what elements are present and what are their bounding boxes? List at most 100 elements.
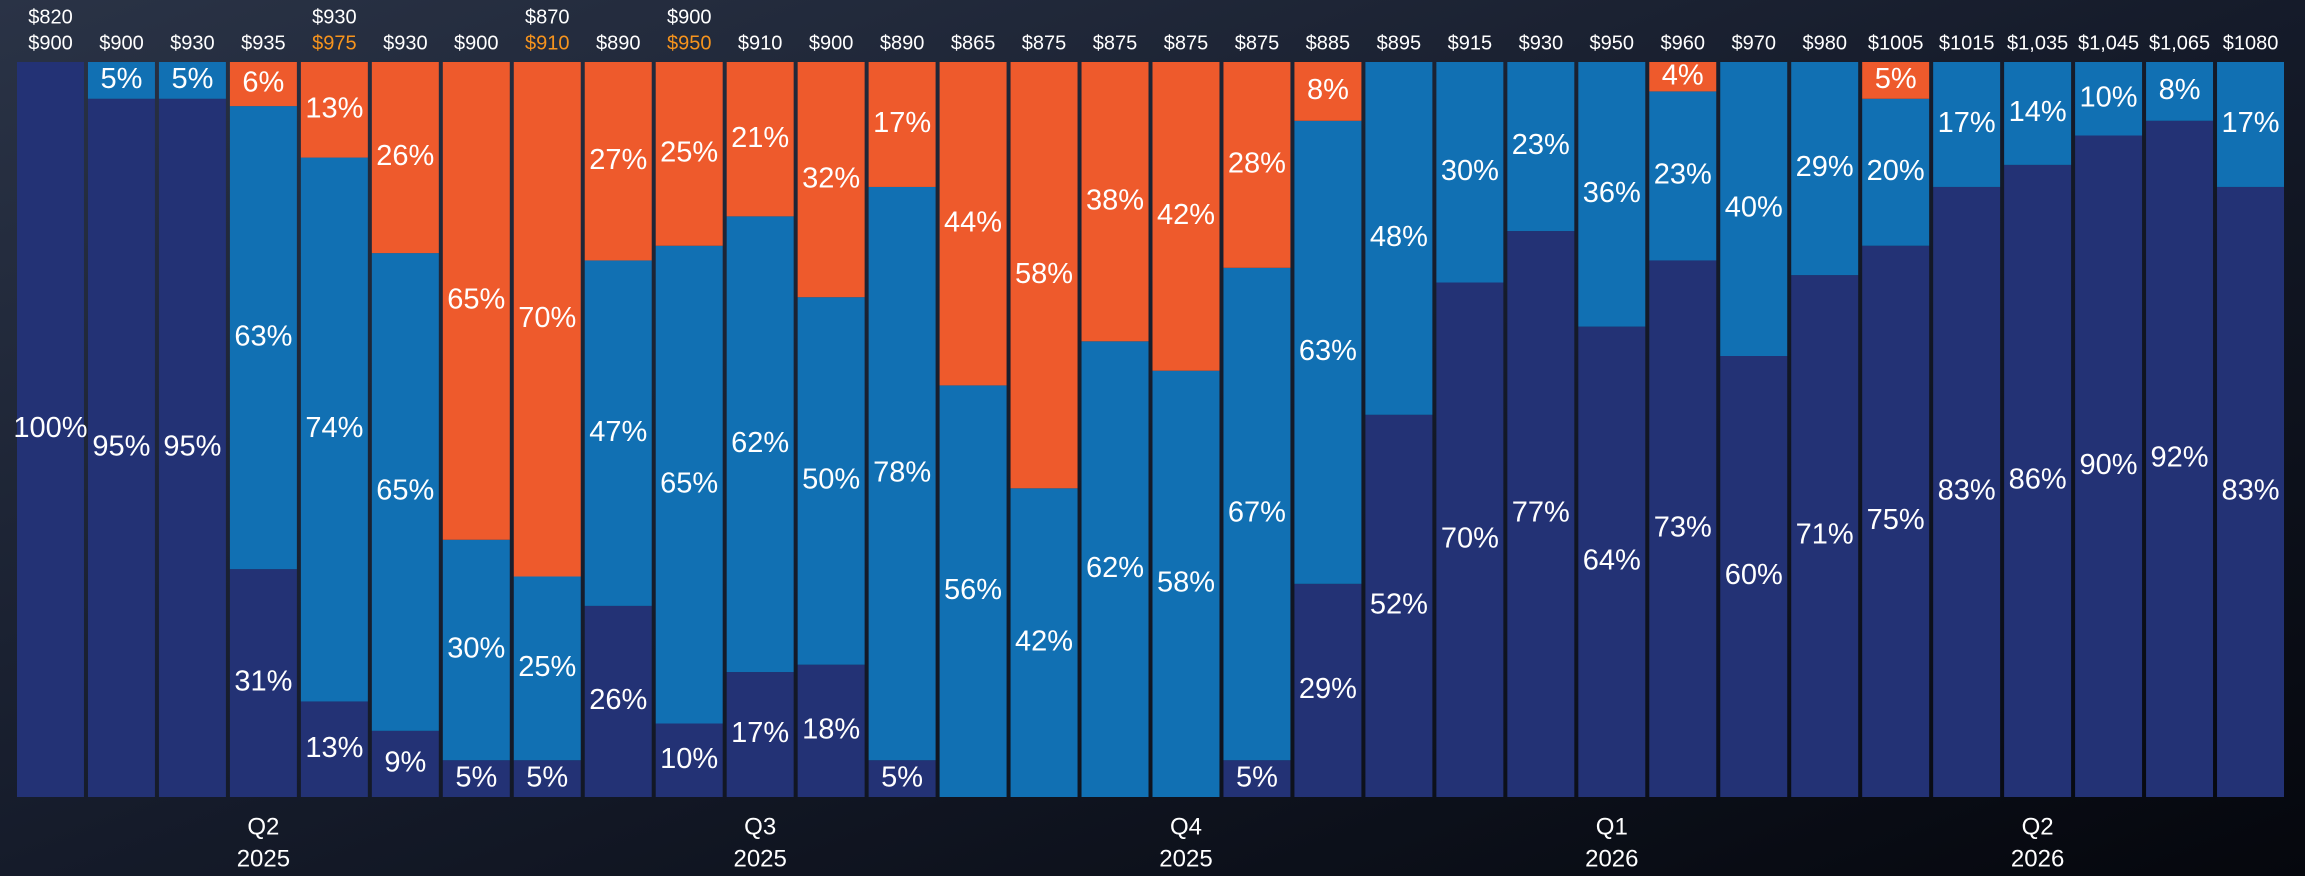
price-label: $910 — [738, 32, 783, 54]
bar-segment — [868, 186, 936, 761]
bar-segment — [1649, 91, 1717, 261]
bar-segment — [1933, 62, 2001, 187]
data-label: 23% — [1654, 159, 1712, 191]
data-label: 25% — [660, 137, 718, 169]
bar-segment — [300, 157, 368, 702]
data-label: 63% — [234, 320, 292, 352]
data-label: 17% — [2221, 107, 2279, 139]
data-label: 8% — [1307, 74, 1349, 106]
data-label: 5% — [455, 761, 497, 793]
bar-segment — [1933, 186, 2001, 797]
bar-segment — [868, 62, 936, 187]
bar-segment — [2217, 62, 2284, 187]
data-label: 100% — [13, 412, 87, 444]
bar-segment — [797, 62, 865, 298]
data-label: 23% — [1512, 129, 1570, 161]
data-label: 64% — [1583, 544, 1641, 576]
price-label: $820 — [28, 6, 73, 28]
bar-segment — [1649, 62, 1717, 92]
price-label: $980 — [1802, 32, 1847, 54]
data-label: 47% — [589, 416, 647, 448]
bar-segment — [300, 701, 368, 797]
bar-segment — [1862, 62, 1930, 99]
period-quarter: Q2 — [247, 813, 279, 840]
data-label: 67% — [1228, 497, 1286, 529]
bar-segment — [1649, 260, 1717, 797]
bar-segment — [2075, 62, 2143, 136]
period-quarter: Q3 — [744, 813, 776, 840]
price-label: $895 — [1377, 32, 1422, 54]
bar-segment — [513, 576, 581, 761]
price-label: $900 — [99, 32, 144, 54]
bar-segment — [655, 245, 723, 724]
data-label: 74% — [305, 412, 363, 444]
price-label: $930 — [383, 32, 428, 54]
data-label: 6% — [242, 67, 284, 99]
price-label: $950 — [1590, 32, 1635, 54]
data-label: 83% — [1938, 475, 1996, 507]
data-label: 29% — [1796, 151, 1854, 183]
period-year: 2025 — [733, 845, 786, 872]
price-label: $885 — [1306, 32, 1351, 54]
data-label: 8% — [2159, 74, 2201, 106]
price-label-secondary: $900 — [28, 32, 73, 54]
bar-segment — [726, 672, 794, 797]
data-label: 13% — [305, 732, 363, 764]
bar-segment — [17, 62, 84, 797]
bar-segment — [1223, 267, 1291, 761]
bar-segment — [1223, 62, 1291, 268]
data-label: 10% — [660, 743, 718, 775]
data-label: 90% — [2080, 449, 2138, 481]
period-quarter: Q2 — [2022, 813, 2054, 840]
data-label: 75% — [1867, 504, 1925, 536]
data-label: 5% — [171, 63, 213, 95]
data-label: 56% — [944, 574, 1002, 606]
price-label: $875 — [1093, 32, 1138, 54]
data-label: 5% — [526, 761, 568, 793]
price-label: $890 — [596, 32, 641, 54]
bar-segment — [655, 723, 723, 797]
data-label: 92% — [2151, 442, 2209, 474]
data-label: 86% — [2009, 464, 2067, 496]
price-label: $875 — [1164, 32, 1209, 54]
data-label: 83% — [2221, 475, 2279, 507]
price-label: $870 — [525, 6, 570, 28]
data-label: 27% — [589, 144, 647, 176]
bar-segment — [726, 62, 794, 217]
bar-segment — [797, 297, 865, 665]
bar-segment — [726, 216, 794, 673]
bar-segment — [1152, 62, 1220, 371]
period-year: 2025 — [1159, 845, 1212, 872]
bar-segment — [2217, 186, 2284, 797]
data-label: 25% — [518, 651, 576, 683]
bar-segment — [1436, 282, 1504, 797]
price-label: $935 — [241, 32, 286, 54]
bar-segment — [442, 760, 510, 797]
bar-segment — [584, 260, 652, 606]
price-label-secondary: $975 — [312, 32, 357, 54]
bar-segment — [87, 98, 155, 797]
data-label: 62% — [731, 427, 789, 459]
bar-segment — [1294, 120, 1362, 584]
data-label: 17% — [873, 107, 931, 139]
price-label: $930 — [312, 6, 357, 28]
bar-segment — [87, 62, 155, 99]
data-label: 48% — [1370, 221, 1428, 253]
bar-segment — [1720, 356, 1788, 797]
bar-segment — [1578, 326, 1646, 797]
data-label: 44% — [944, 206, 1002, 238]
data-label: 58% — [1015, 258, 1073, 290]
data-label: 40% — [1725, 192, 1783, 224]
bar-segment — [1365, 414, 1433, 797]
bar-segment — [2146, 120, 2214, 798]
price-label: $900 — [809, 32, 854, 54]
bar-segment — [1294, 583, 1362, 797]
bar-segment — [2146, 62, 2214, 121]
data-label: 42% — [1015, 625, 1073, 657]
data-label: 38% — [1086, 184, 1144, 216]
data-label: 95% — [163, 431, 221, 463]
bar-segment — [1791, 275, 1859, 797]
period-quarter: Q4 — [1170, 813, 1202, 840]
bar-segment — [1081, 341, 1149, 797]
